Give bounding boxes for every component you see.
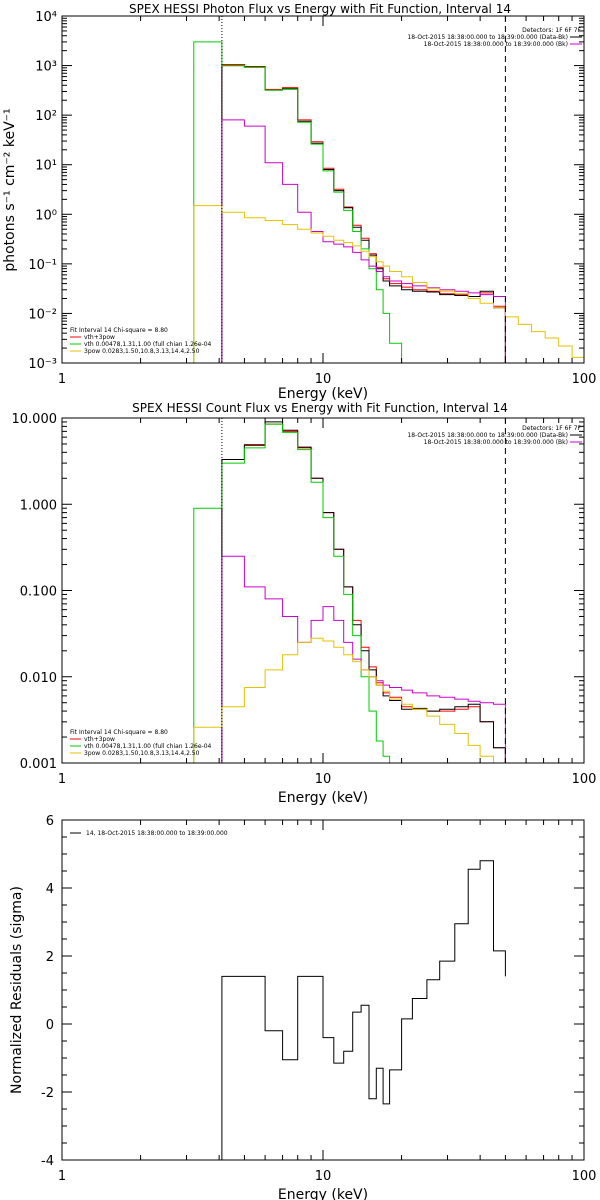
photon-series-group	[193, 41, 585, 363]
residuals-x-tick-label: 1	[58, 1169, 66, 1184]
count-series-0	[221, 423, 506, 763]
count-panel-title: SPEX HESSI Count Flux vs Energy with Fit…	[132, 401, 508, 415]
count-series-group	[193, 421, 506, 764]
photon-vlines-group	[221, 16, 506, 363]
photon-y-tick-label: 10⁻¹	[28, 258, 57, 273]
photon-series-1	[221, 65, 506, 363]
residuals-y-tick-label: 4	[46, 882, 54, 897]
count-header-line-3: 18-Oct-2015 18:38:00.000 to 18:39:00.000…	[424, 439, 568, 446]
residuals-x-axis-label: Energy (keV)	[278, 1187, 368, 1200]
count-fit-line-2: vth+3pow	[84, 736, 115, 743]
photon-axes-group: 1 10 100 10⁻³ 10⁻² 10⁻¹ 10⁰ 10¹ 10² 10³ 10⁴	[28, 10, 596, 387]
count-series-3	[221, 555, 506, 763]
photon-fit-block: Fit Interval 14 Chi-square = 8.80 vth+3p…	[70, 327, 212, 355]
photon-header-line-3: 18-Oct-2015 18:38:00.000 to 18:39:00.000…	[424, 41, 568, 48]
count-vlines-group	[221, 418, 506, 763]
count-x-tick-label: 100	[572, 772, 597, 787]
photon-y-tick-label: 10⁰	[35, 208, 57, 223]
count-x-tick-label: 1	[58, 772, 66, 787]
photon-fit-line-2: vth+3pow	[84, 334, 115, 341]
residuals-y-tick-label: 0	[46, 1018, 54, 1033]
count-y-tick-label: 0.001	[20, 757, 57, 772]
photon-y-axis-label: photons s⁻¹ cm⁻² keV⁻¹	[2, 108, 18, 271]
photon-fit-line-1: Fit Interval 14 Chi-square = 8.80	[70, 327, 168, 334]
photon-fit-line-4: 3pow 0.0283,1.50,10.8,3.13,14.4,2.50	[84, 348, 200, 355]
residuals-y-axis-label: Normalized Residuals (sigma)	[9, 886, 25, 1094]
photon-fit-line-3: vth 0.00478,1.31,1.00 (full chian 1.26e-…	[84, 341, 212, 348]
photon-y-tick-label: 10³	[35, 60, 57, 75]
count-flux-panel: SPEX HESSI Count Flux vs Energy with Fit…	[12, 401, 597, 806]
count-x-axis-label: Energy (keV)	[278, 790, 368, 806]
photon-x-tick-label: 100	[572, 372, 597, 387]
count-fit-block: Fit Interval 14 Chi-square = 8.80 vth+3p…	[70, 729, 212, 757]
residuals-y-tick-label: -2	[41, 1086, 54, 1101]
residuals-axes-group: 1 10 100 -4 -2 0 2 4 6	[41, 814, 596, 1184]
residuals-legend-text: 14, 18-Oct-2015 18:38:00.000 to 18:39:00…	[86, 830, 228, 837]
residuals-panel: 1 10 100 -4 -2 0 2 4 6 Energy (keV) Normalized R…	[9, 814, 596, 1200]
photon-series-4	[193, 205, 585, 363]
photon-panel-title: SPEX HESSI Photon Flux vs Energy with Fi…	[129, 2, 511, 16]
count-series-4	[193, 637, 506, 764]
residuals-series-0	[221, 860, 506, 1160]
photon-series-0	[221, 64, 506, 363]
photon-y-tick-label: 10¹	[35, 159, 57, 174]
count-y-tick-label: 10.000	[12, 412, 58, 427]
count-y-tick-label: 0.100	[20, 585, 57, 600]
count-x-tick-label: 10	[315, 772, 332, 787]
residuals-series-group	[221, 860, 506, 1160]
count-fit-line-1: Fit Interval 14 Chi-square = 8.80	[70, 729, 168, 736]
count-series-1	[221, 421, 506, 763]
photon-x-tick-label: 1	[58, 372, 66, 387]
photon-x-tick-label: 10	[315, 372, 332, 387]
photon-series-2	[193, 41, 403, 363]
count-y-tick-label: 1.000	[20, 498, 57, 513]
residuals-y-tick-label: 6	[46, 814, 54, 829]
count-header-block: Detectors: 1F 6F 7F 18-Oct-2015 18:38:00…	[407, 425, 582, 446]
photon-header-line-2: 18-Oct-2015 18:38:00.000 to 18:39:00.000…	[407, 34, 568, 41]
residuals-x-tick-label: 10	[315, 1169, 332, 1184]
count-y-tick-label: 0.010	[20, 671, 57, 686]
count-axes-group: 1 10 100 0.001 0.010 0.100 1.000 10.000	[12, 412, 597, 787]
residuals-y-tick-label: -4	[41, 1154, 54, 1169]
count-header-line-2: 18-Oct-2015 18:38:00.000 to 18:39:00.000…	[407, 432, 568, 439]
photon-y-tick-label: 10⁴	[35, 10, 57, 25]
residuals-x-tick-label: 100	[572, 1169, 597, 1184]
count-fit-line-4: 3pow 0.0283,1.50,10.8,3.13,14.4,2.50	[84, 750, 200, 757]
photon-x-axis-label: Energy (keV)	[278, 386, 368, 402]
photon-y-tick-label: 10²	[35, 109, 57, 124]
count-header-line-1: Detectors: 1F 6F 7F	[522, 425, 581, 432]
count-series-2	[193, 423, 402, 764]
photon-y-tick-label: 10⁻³	[28, 357, 57, 372]
residuals-y-tick-label: 2	[46, 950, 54, 965]
photon-flux-panel: SPEX HESSI Photon Flux vs Energy with Fi…	[2, 2, 596, 402]
photon-series-3	[221, 119, 506, 363]
photon-header-block: Detectors: 1F 6F 7F 18-Oct-2015 18:38:00…	[407, 27, 582, 48]
count-fit-line-3: vth 0.00478,1.31,1.00 (full chian 1.26e-…	[84, 743, 212, 750]
photon-y-tick-label: 10⁻²	[28, 307, 57, 322]
photon-header-line-1: Detectors: 1F 6F 7F	[522, 27, 581, 34]
